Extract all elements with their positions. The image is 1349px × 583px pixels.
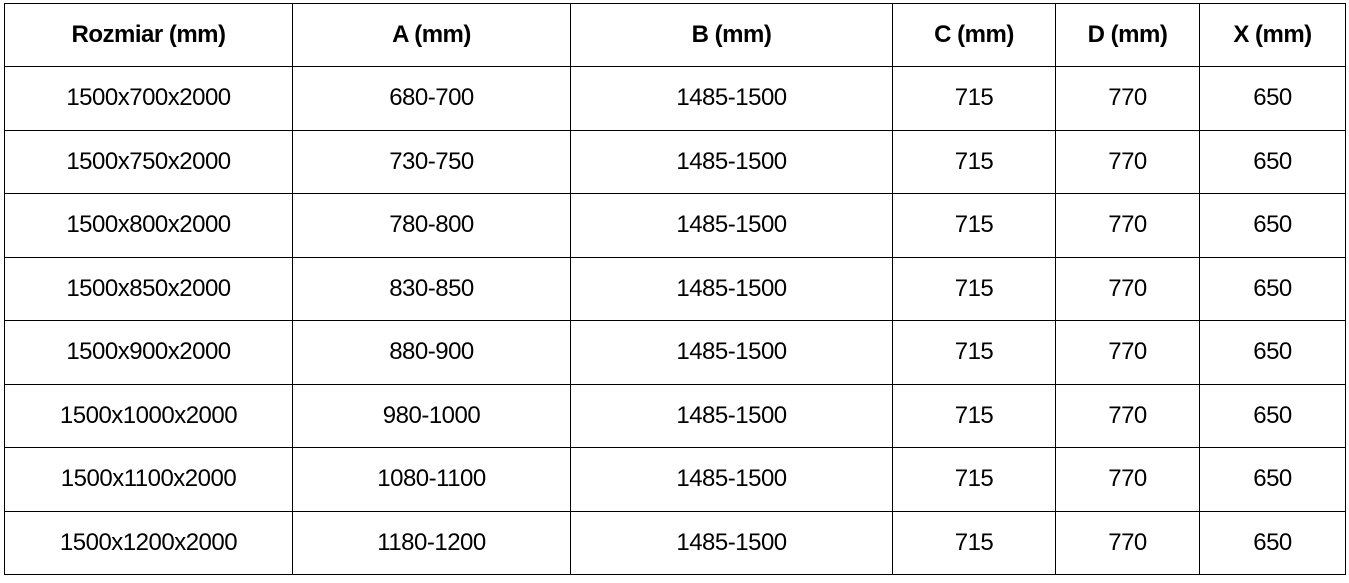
table-row: 1500x800x2000 780-800 1485-1500 715 770 650: [4, 193, 1346, 258]
column-header-size: Rozmiar (mm): [4, 3, 293, 67]
cell-c: 715: [892, 66, 1056, 131]
cell-c: 715: [892, 447, 1056, 512]
cell-d: 770: [1055, 193, 1200, 258]
column-header-x: X (mm): [1199, 3, 1346, 67]
cell-x: 650: [1199, 193, 1346, 258]
cell-x: 650: [1199, 129, 1346, 194]
cell-b: 1485-1500: [570, 320, 893, 385]
cell-size: 1500x900x2000: [4, 320, 293, 385]
column-header-c: C (mm): [892, 3, 1056, 67]
cell-a: 1180-1200: [292, 510, 571, 575]
dimensions-table: Rozmiar (mm) A (mm) B (mm) C (mm) D (mm) X (m…: [4, 3, 1346, 575]
column-header-b: B (mm): [570, 3, 893, 67]
cell-a: 980-1000: [292, 383, 571, 448]
cell-c: 715: [892, 383, 1056, 448]
cell-x: 650: [1199, 383, 1346, 448]
cell-d: 770: [1055, 129, 1200, 194]
cell-size: 1500x700x2000: [4, 66, 293, 131]
cell-size: 1500x1200x2000: [4, 510, 293, 575]
cell-c: 715: [892, 320, 1056, 385]
cell-b: 1485-1500: [570, 447, 893, 512]
cell-d: 770: [1055, 256, 1200, 321]
cell-a: 730-750: [292, 129, 571, 194]
cell-a: 1080-1100: [292, 447, 571, 512]
cell-b: 1485-1500: [570, 383, 893, 448]
cell-size: 1500x800x2000: [4, 193, 293, 258]
cell-b: 1485-1500: [570, 129, 893, 194]
cell-c: 715: [892, 129, 1056, 194]
table-row: 1500x850x2000 830-850 1485-1500 715 770 650: [4, 256, 1346, 321]
cell-a: 830-850: [292, 256, 571, 321]
cell-d: 770: [1055, 510, 1200, 575]
table-row: 1500x1100x2000 1080-1100 1485-1500 715 770 65…: [4, 447, 1346, 512]
cell-c: 715: [892, 510, 1056, 575]
table-row: 1500x900x2000 880-900 1485-1500 715 770 650: [4, 320, 1346, 385]
cell-b: 1485-1500: [570, 66, 893, 131]
table-row: 1500x750x2000 730-750 1485-1500 715 770 650: [4, 129, 1346, 194]
cell-x: 650: [1199, 320, 1346, 385]
cell-b: 1485-1500: [570, 193, 893, 258]
cell-c: 715: [892, 256, 1056, 321]
cell-a: 780-800: [292, 193, 571, 258]
cell-size: 1500x1100x2000: [4, 447, 293, 512]
cell-d: 770: [1055, 383, 1200, 448]
cell-a: 680-700: [292, 66, 571, 131]
cell-a: 880-900: [292, 320, 571, 385]
cell-b: 1485-1500: [570, 510, 893, 575]
column-header-a: A (mm): [292, 3, 571, 67]
cell-d: 770: [1055, 66, 1200, 131]
cell-d: 770: [1055, 447, 1200, 512]
column-header-d: D (mm): [1055, 3, 1200, 67]
cell-size: 1500x750x2000: [4, 129, 293, 194]
header-row: Rozmiar (mm) A (mm) B (mm) C (mm) D (mm) X (m…: [4, 3, 1346, 67]
cell-b: 1485-1500: [570, 256, 893, 321]
table-row: 1500x700x2000 680-700 1485-1500 715 770 650: [4, 66, 1346, 131]
cell-x: 650: [1199, 510, 1346, 575]
cell-size: 1500x850x2000: [4, 256, 293, 321]
cell-size: 1500x1000x2000: [4, 383, 293, 448]
cell-x: 650: [1199, 66, 1346, 131]
table-row: 1500x1000x2000 980-1000 1485-1500 715 770 650: [4, 383, 1346, 448]
cell-d: 770: [1055, 320, 1200, 385]
cell-x: 650: [1199, 256, 1346, 321]
cell-x: 650: [1199, 447, 1346, 512]
table-row: 1500x1200x2000 1180-1200 1485-1500 715 770 65…: [4, 510, 1346, 575]
cell-c: 715: [892, 193, 1056, 258]
